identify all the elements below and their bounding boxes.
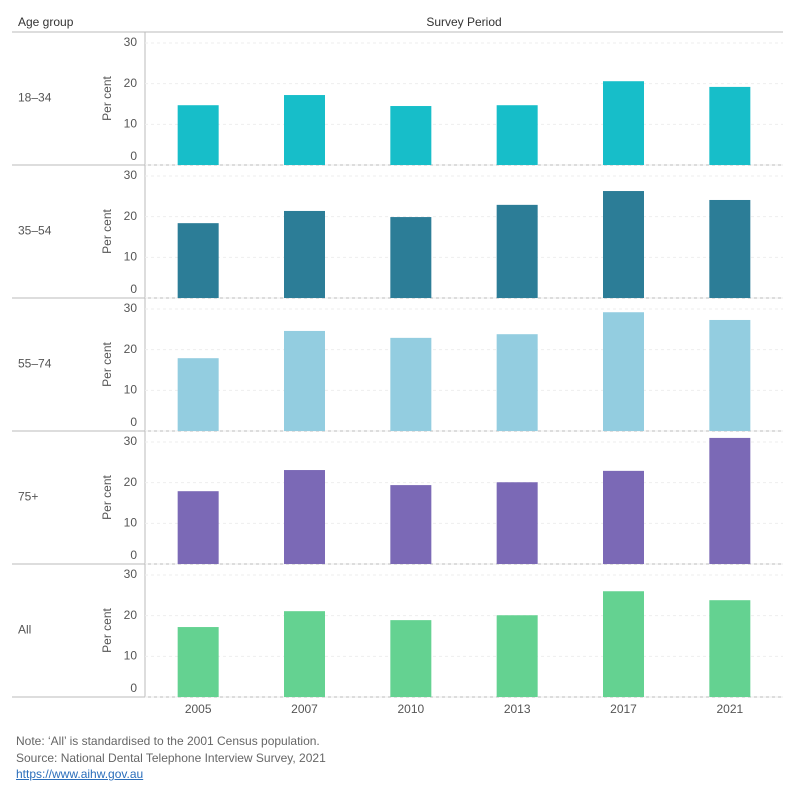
chart: Age group Survey Period 18–34 Per cent 0 10…: [12, 15, 783, 716]
y-tick-label: 30: [124, 434, 138, 448]
bar: [177, 223, 219, 298]
y-axis-label: Per cent: [100, 474, 114, 519]
bar: [496, 334, 538, 431]
y-tick-label: 30: [124, 301, 138, 315]
y-tick-label: 0: [130, 415, 137, 429]
bar: [390, 217, 432, 298]
y-tick-label: 20: [124, 76, 138, 90]
source: Source: National Dental Telephone Interv…: [16, 751, 326, 765]
bar: [496, 204, 538, 298]
y-tick-label: 30: [124, 168, 138, 182]
bar: [390, 337, 432, 431]
y-tick-label: 10: [124, 116, 138, 130]
row-label: 55–74: [18, 357, 52, 371]
bar: [603, 191, 644, 298]
y-tick-label: 0: [130, 548, 137, 562]
row-label: 35–54: [18, 224, 52, 238]
y-axis-label: Per cent: [100, 75, 114, 120]
bar: [284, 470, 325, 564]
bar: [284, 210, 325, 298]
bar: [496, 482, 538, 564]
x-tick-label: 2005: [185, 702, 212, 716]
y-tick-label: 10: [124, 249, 138, 263]
bar: [709, 319, 751, 431]
y-tick-label: 30: [124, 35, 138, 49]
bar: [284, 330, 325, 431]
bar: [284, 95, 325, 165]
bar: [603, 312, 644, 431]
y-axis-label: Per cent: [100, 341, 114, 386]
source-link[interactable]: https://www.aihw.gov.au: [16, 767, 144, 781]
y-tick-label: 10: [124, 648, 138, 662]
row-label: All: [18, 623, 31, 637]
x-tick-label: 2017: [610, 702, 637, 716]
bar: [603, 591, 644, 697]
bar: [390, 620, 432, 697]
y-tick-label: 30: [124, 567, 138, 581]
bar: [603, 81, 644, 165]
bar: [603, 470, 644, 564]
bar: [177, 491, 219, 564]
bar: [177, 105, 219, 165]
y-axis-label: Per cent: [100, 607, 114, 652]
y-tick-label: 0: [130, 681, 137, 695]
note: Note: ‘All’ is standardised to the 2001 …: [16, 734, 320, 748]
y-tick-label: 20: [124, 209, 138, 223]
bar: [709, 199, 751, 298]
bar: [709, 600, 751, 697]
bar: [496, 105, 538, 165]
x-tick-label: 2010: [397, 702, 424, 716]
column-header: Survey Period: [426, 15, 501, 29]
bar: [709, 86, 751, 165]
bar: [496, 615, 538, 697]
bar: [390, 485, 432, 564]
bar: [284, 611, 325, 697]
y-tick-label: 0: [130, 282, 137, 296]
bar: [177, 358, 219, 431]
y-tick-label: 10: [124, 382, 138, 396]
y-tick-label: 10: [124, 515, 138, 529]
row-header: Age group: [18, 15, 74, 29]
x-tick-label: 2013: [504, 702, 531, 716]
bar: [709, 437, 751, 564]
bar: [177, 627, 219, 697]
row-label: 75+: [18, 490, 38, 504]
row-label: 18–34: [18, 91, 52, 105]
y-axis-label: Per cent: [100, 208, 114, 253]
y-tick-label: 20: [124, 342, 138, 356]
x-tick-label: 2021: [716, 702, 743, 716]
y-tick-label: 0: [130, 149, 137, 163]
x-tick-label: 2007: [291, 702, 318, 716]
y-tick-label: 20: [124, 608, 138, 622]
y-tick-label: 20: [124, 475, 138, 489]
bar: [390, 106, 432, 165]
